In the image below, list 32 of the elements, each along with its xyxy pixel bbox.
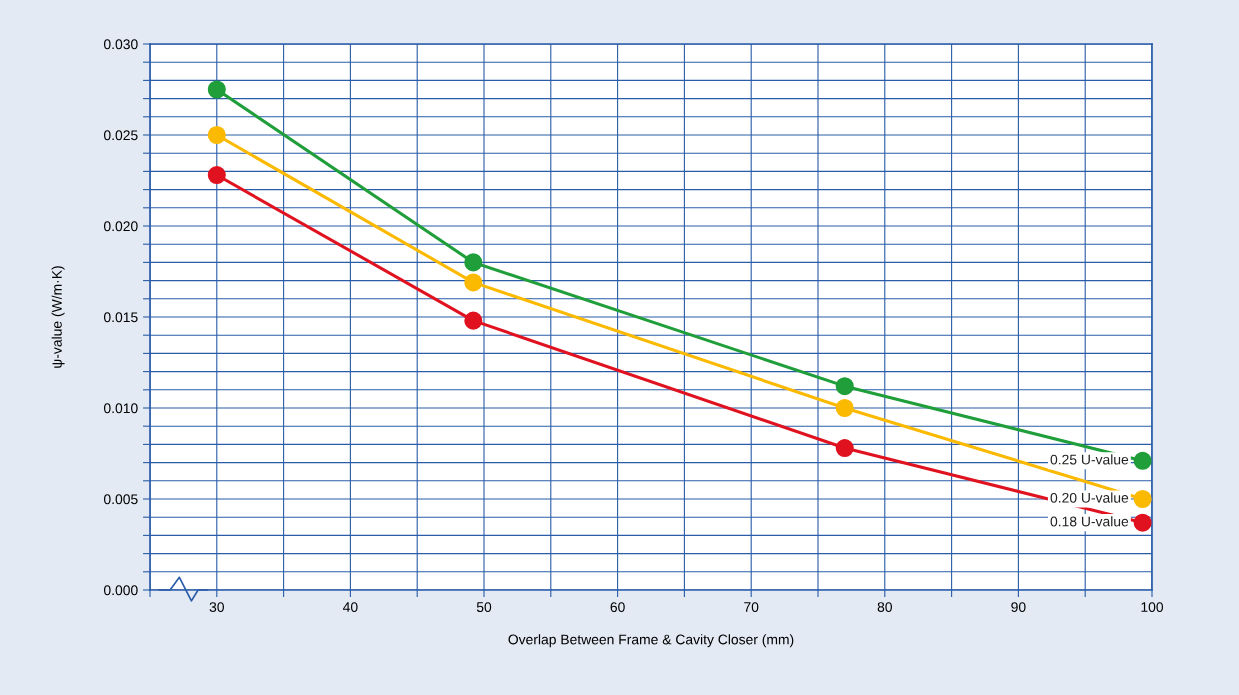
point (1133, 513, 1152, 532)
x-tick-label: 40 (343, 602, 358, 613)
point (207, 80, 226, 99)
y-tick-label: 0.015 (103, 312, 138, 323)
point (835, 439, 854, 458)
x-tick-label: 70 (744, 602, 759, 613)
x-tick-label: 50 (476, 602, 492, 613)
y-tick-label: 0.000 (103, 585, 138, 596)
x-tick-label: 60 (610, 602, 625, 613)
y-tick-label: 0.030 (103, 39, 138, 50)
point (464, 273, 483, 292)
point (207, 166, 226, 185)
series-label: 0.20 U-value (1050, 492, 1129, 503)
series-label: 0.18 U-value (1050, 516, 1129, 527)
point (835, 398, 854, 418)
x-axis-title: Overlap Between Frame & Cavity Closer (mm) (508, 634, 794, 648)
point (464, 311, 483, 330)
y-axis-title: ψ-value (W/m·K) (51, 266, 65, 368)
point (1133, 489, 1152, 509)
point (1133, 451, 1152, 470)
point (464, 253, 483, 272)
y-tick-label: 0.010 (103, 403, 138, 414)
series-label: 0.25 U-value (1050, 454, 1129, 465)
x-tick-label: 100 (1141, 602, 1164, 613)
x-tick-label: 80 (877, 602, 892, 613)
y-tick-label: 0.025 (103, 130, 138, 141)
x-tick-label: 30 (209, 602, 224, 613)
y-tick-label: 0.005 (103, 494, 138, 505)
y-tick-label: 0.020 (103, 221, 138, 232)
x-tick-label: 90 (1011, 602, 1026, 613)
point (835, 377, 854, 396)
point (207, 125, 226, 145)
